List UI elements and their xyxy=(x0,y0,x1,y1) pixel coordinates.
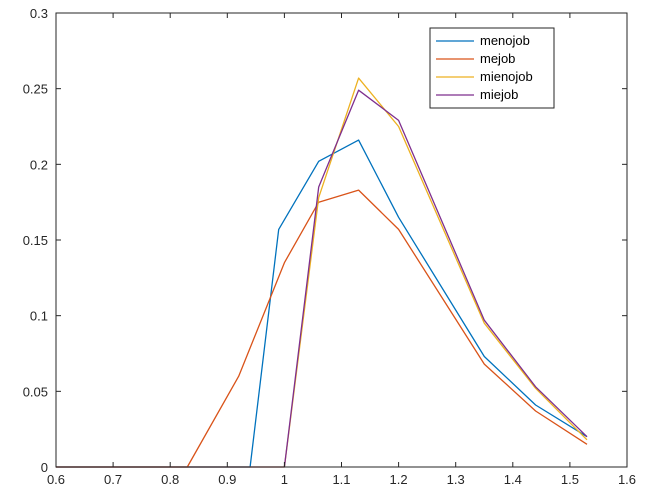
x-tick-label: 1.6 xyxy=(618,472,636,487)
legend-label-mejob: mejob xyxy=(480,51,515,66)
x-tick-label: 1.4 xyxy=(504,472,522,487)
y-tick-label: 0 xyxy=(41,460,48,475)
legend: menojob mejob mienojob miejob xyxy=(429,27,555,109)
x-tick-label: 1.1 xyxy=(332,472,350,487)
series-line-mejob xyxy=(56,189,588,468)
y-tick-label: 0.1 xyxy=(30,309,48,324)
x-tick-label: 1.5 xyxy=(561,472,579,487)
legend-label-miejob: miejob xyxy=(480,87,518,102)
x-tick-label: 1.2 xyxy=(390,472,408,487)
y-tick-label: 0.2 xyxy=(30,157,48,172)
y-tick-label: 0.05 xyxy=(23,384,48,399)
series-line-miejob xyxy=(56,89,588,468)
series-line-menojob xyxy=(56,139,588,468)
x-tick-label: 0.8 xyxy=(161,472,179,487)
x-tick-label: 0.6 xyxy=(47,472,65,487)
x-tick-label: 0.7 xyxy=(104,472,122,487)
y-tick-label: 0.3 xyxy=(30,6,48,21)
legend-label-mienojob: mienojob xyxy=(480,69,533,84)
x-tick-label: 1 xyxy=(281,472,288,487)
series-layer xyxy=(56,77,588,468)
y-tick-label: 0.25 xyxy=(23,82,48,97)
axes-layer: 0.6 0.7 0.8 0.9 1 1.1 1.2 1.3 1.4 1.5 1.6 0 0.05 0.1 0… xyxy=(23,6,636,487)
x-tick-label: 1.3 xyxy=(447,472,465,487)
legend-label-menojob: menojob xyxy=(480,33,530,48)
y-tick-label: 0.15 xyxy=(23,233,48,248)
x-tick-label: 0.9 xyxy=(218,472,236,487)
